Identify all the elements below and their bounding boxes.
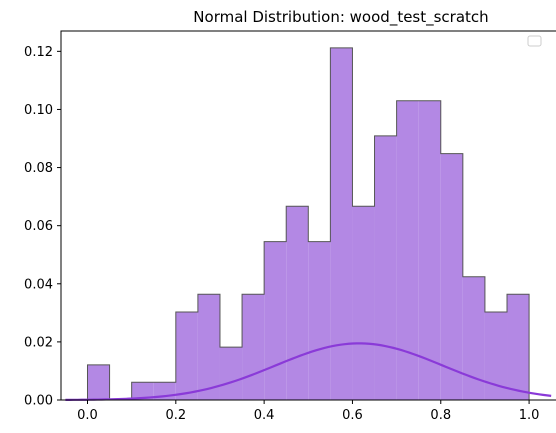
histogram-bar bbox=[484, 311, 508, 400]
y-tick-label: 0.00 bbox=[24, 394, 53, 409]
x-tick-label: 0.2 bbox=[165, 408, 186, 423]
histogram-bar bbox=[308, 241, 331, 400]
histogram-bar bbox=[131, 382, 154, 400]
histogram-bars bbox=[86, 47, 530, 401]
legend-box bbox=[527, 35, 542, 47]
histogram-bar bbox=[87, 364, 110, 400]
x-tick-label: 0.4 bbox=[254, 408, 275, 423]
histogram-bar bbox=[175, 311, 198, 400]
histogram-bar bbox=[219, 347, 243, 400]
y-tick-label: 0.04 bbox=[24, 277, 53, 292]
histogram-outline bbox=[86, 47, 530, 401]
histogram-bar bbox=[440, 153, 463, 400]
histogram-bar bbox=[264, 241, 287, 400]
y-tick-label: 0.08 bbox=[24, 161, 53, 176]
density-curve-group bbox=[65, 342, 552, 401]
x-axis: 0.0 0.2 0.4 0.6 0.8 1.0 bbox=[77, 400, 539, 423]
x-tick-label: 0.6 bbox=[342, 408, 363, 423]
x-tick-label: 1.0 bbox=[519, 408, 540, 423]
histogram-bar bbox=[507, 294, 530, 400]
chart-title: Normal Distribution: wood_test_scratch bbox=[193, 8, 488, 27]
y-tick-label: 0.12 bbox=[24, 45, 53, 60]
histogram-bar bbox=[330, 47, 353, 401]
histogram-bar bbox=[352, 206, 375, 400]
y-tick-label: 0.10 bbox=[24, 103, 53, 118]
y-tick-label: 0.02 bbox=[24, 335, 53, 350]
density-curve bbox=[65, 342, 552, 401]
plot-frame bbox=[60, 30, 556, 401]
histogram-bar bbox=[286, 206, 309, 400]
x-tick-label: 0.0 bbox=[77, 408, 98, 423]
histogram-bar bbox=[242, 294, 265, 400]
histogram-bar bbox=[374, 135, 397, 400]
histogram-bar bbox=[462, 276, 485, 400]
x-tick-label: 0.8 bbox=[430, 408, 451, 423]
y-tick-label: 0.06 bbox=[24, 219, 53, 234]
histogram-bar bbox=[418, 100, 441, 400]
histogram-bar bbox=[396, 100, 419, 400]
y-axis: 0.00 0.02 0.04 0.06 0.08 0.10 0.12 bbox=[24, 45, 61, 409]
histogram-bar bbox=[197, 294, 220, 400]
